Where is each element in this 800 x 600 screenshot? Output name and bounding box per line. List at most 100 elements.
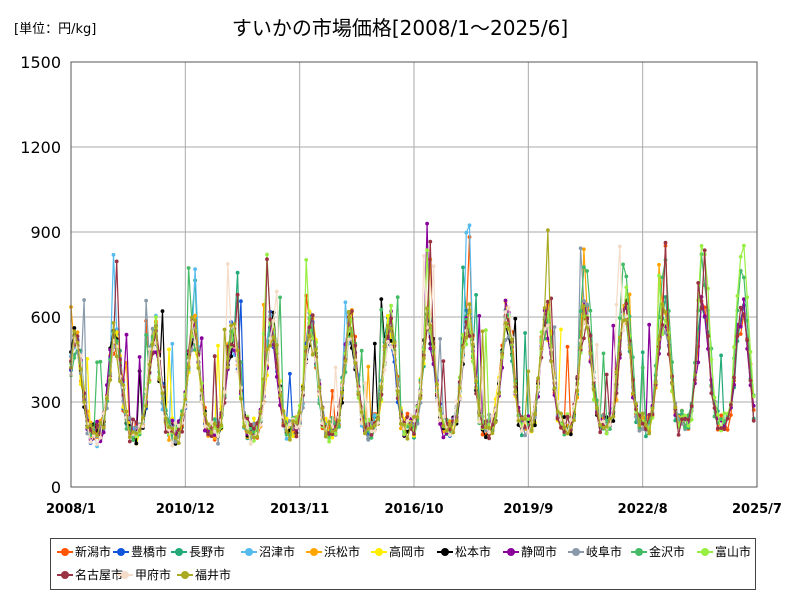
- data-point: [608, 427, 612, 431]
- data-point: [222, 390, 227, 394]
- data-point: [604, 431, 609, 436]
- data-point: [722, 411, 727, 416]
- data-point: [88, 440, 93, 444]
- data-point: [738, 332, 743, 336]
- data-point: [467, 334, 472, 338]
- data-point: [206, 422, 211, 427]
- data-point: [562, 430, 567, 434]
- data-point: [722, 427, 727, 432]
- data-point: [245, 425, 250, 430]
- data-point: [225, 262, 230, 266]
- data-point: [533, 412, 537, 416]
- data-point: [742, 275, 746, 280]
- data-point: [252, 421, 256, 426]
- data-point: [549, 296, 554, 301]
- legend-swatch: [57, 570, 73, 579]
- data-point: [395, 389, 400, 394]
- data-point: [402, 432, 407, 437]
- data-point: [611, 323, 616, 328]
- legend-item: 長野市: [171, 543, 225, 560]
- data-point: [405, 419, 410, 423]
- data-point: [232, 348, 237, 353]
- data-point: [696, 360, 701, 365]
- data-point: [418, 396, 423, 401]
- legend-item: 新潟市: [57, 543, 111, 560]
- legend-item: 沼津市: [241, 543, 295, 560]
- data-point: [353, 343, 358, 348]
- data-point: [154, 324, 158, 329]
- data-point: [386, 324, 390, 328]
- data-point: [291, 419, 295, 423]
- data-point: [180, 429, 185, 434]
- data-point: [245, 430, 250, 434]
- data-point: [95, 433, 99, 438]
- data-point: [614, 370, 619, 375]
- data-point: [343, 300, 348, 305]
- data-point: [216, 428, 220, 433]
- data-point: [294, 420, 299, 425]
- data-point: [252, 426, 256, 431]
- y-tick-label: 600: [30, 308, 61, 327]
- data-point: [258, 423, 263, 427]
- data-point: [167, 347, 171, 352]
- data-point: [428, 323, 433, 328]
- data-point: [199, 336, 204, 341]
- data-point: [389, 303, 393, 308]
- data-point: [555, 409, 560, 414]
- data-point: [598, 430, 603, 435]
- data-point: [549, 359, 554, 364]
- data-point: [78, 353, 83, 358]
- data-point: [631, 355, 635, 360]
- data-point: [386, 339, 390, 344]
- data-point: [487, 436, 491, 441]
- data-point: [647, 431, 652, 436]
- data-point: [95, 360, 99, 365]
- data-point: [490, 431, 495, 436]
- data-point: [337, 419, 341, 423]
- data-point: [431, 345, 436, 350]
- data-point: [696, 281, 701, 285]
- data-point: [719, 353, 723, 358]
- data-point: [631, 391, 635, 396]
- data-point: [242, 424, 247, 429]
- data-point: [719, 426, 723, 430]
- data-point: [167, 427, 171, 432]
- data-point: [88, 428, 93, 433]
- data-point: [448, 422, 452, 427]
- unit-label: [単位：円/kg]: [14, 22, 97, 37]
- data-point: [219, 423, 224, 428]
- data-point: [147, 362, 152, 367]
- data-point: [555, 416, 560, 421]
- legend-item: 福井市: [177, 566, 231, 583]
- data-point: [366, 364, 371, 369]
- data-point: [428, 239, 433, 244]
- data-point: [173, 421, 178, 425]
- data-point: [575, 388, 580, 393]
- data-point: [163, 430, 168, 434]
- data-point: [225, 365, 230, 369]
- data-point: [533, 423, 537, 428]
- data-point: [297, 410, 302, 415]
- data-point: [333, 365, 338, 370]
- data-point: [392, 340, 397, 345]
- data-point: [585, 325, 589, 330]
- data-point: [258, 409, 263, 414]
- data-point: [310, 336, 315, 340]
- data-point: [369, 433, 374, 437]
- data-point: [105, 396, 109, 400]
- data-point: [212, 429, 217, 434]
- data-point: [650, 406, 655, 411]
- data-point: [366, 426, 371, 431]
- data-point: [92, 433, 96, 438]
- data-point: [323, 434, 328, 439]
- data-point: [399, 422, 403, 426]
- data-point: [647, 412, 652, 417]
- data-point: [386, 334, 390, 339]
- data-point: [369, 436, 374, 440]
- data-point: [278, 393, 282, 398]
- data-point: [451, 430, 456, 435]
- data-point: [327, 439, 331, 444]
- data-point: [399, 426, 403, 431]
- data-point: [568, 418, 573, 422]
- legend-item: 岐阜市: [568, 543, 622, 560]
